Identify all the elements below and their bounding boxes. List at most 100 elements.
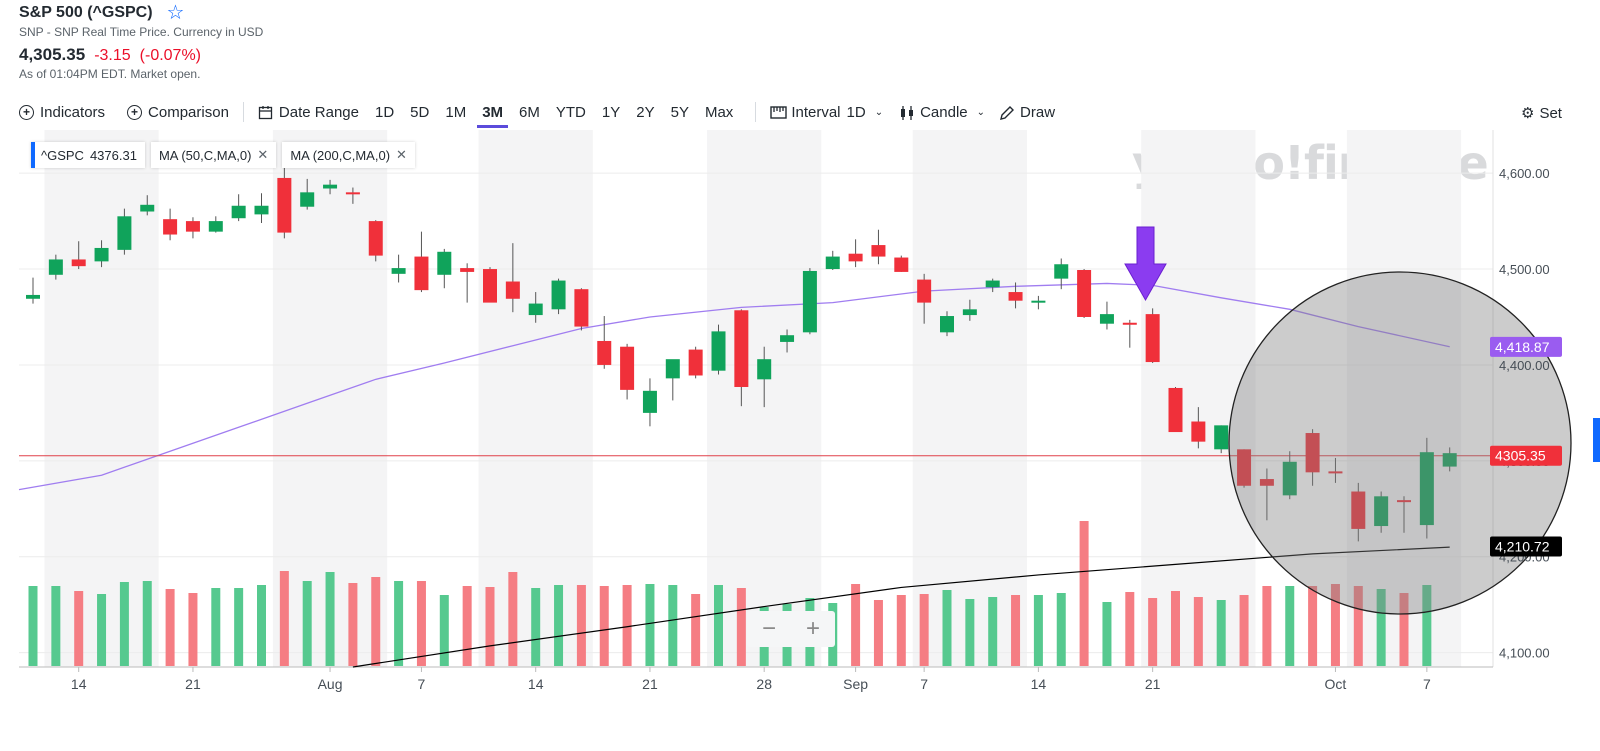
- draw-button[interactable]: Draw: [999, 104, 1055, 121]
- ma50-chip[interactable]: MA (50,C,MA,0) ✕: [150, 142, 277, 168]
- highlight-circle: [1228, 271, 1572, 615]
- candle-body: [597, 340, 612, 365]
- ma200-chip-label: MA (200,C,MA,0): [290, 147, 391, 163]
- range-1d[interactable]: 1D: [374, 103, 395, 121]
- ma200-line: [352, 546, 1450, 668]
- candle-body: [48, 259, 63, 275]
- volume-bar: [1285, 586, 1295, 666]
- candle-body: [871, 245, 886, 257]
- volume-bar: [279, 571, 289, 666]
- interval-label: Interval: [791, 103, 841, 121]
- volume-bar: [211, 588, 221, 666]
- date-range-button[interactable]: Date Range: [258, 104, 359, 121]
- range-5y[interactable]: 5Y: [670, 103, 689, 121]
- volume-bar: [1193, 597, 1203, 666]
- volume-bar: [1171, 591, 1180, 666]
- volume-bar: [965, 599, 975, 666]
- volume-bar: [234, 588, 244, 666]
- indicators-label: Indicators: [40, 103, 106, 121]
- close-icon[interactable]: ✕: [396, 147, 407, 162]
- volume-bar: [691, 594, 701, 666]
- candle-body: [323, 184, 338, 189]
- candle-body: [1191, 421, 1206, 442]
- candle-body: [1168, 387, 1183, 433]
- volume-bar: [119, 582, 129, 666]
- candle-body: [368, 221, 383, 256]
- candle-body: [894, 257, 909, 272]
- y-tick-label: 4,100.00: [1499, 646, 1550, 661]
- candle-body: [1237, 449, 1252, 486]
- scroll-indicator: [1593, 418, 1600, 462]
- settings-button[interactable]: ⚙ Set: [1521, 104, 1562, 123]
- candle-body: [1214, 425, 1229, 450]
- range-1m[interactable]: 1M: [445, 103, 467, 121]
- y-tick-label: 4,500.00: [1499, 262, 1550, 277]
- range-2y[interactable]: 2Y: [636, 103, 655, 121]
- comparison-button[interactable]: + Comparison: [127, 104, 229, 121]
- candle-body: [711, 331, 726, 371]
- interval-button[interactable]: Interval 1D ⌄: [770, 104, 883, 121]
- ma50-badge: 4,418.87: [1495, 339, 1550, 355]
- volume-bar: [508, 572, 518, 666]
- candle-body: [1282, 461, 1297, 496]
- volume-bar: [1079, 521, 1089, 666]
- range-6m[interactable]: 6M: [519, 103, 540, 121]
- volume-bar: [1033, 595, 1043, 666]
- volume-bar: [165, 589, 175, 666]
- volume-bar: [485, 587, 495, 666]
- week-shade: [1346, 130, 1462, 667]
- x-tick-label: Aug: [318, 676, 343, 692]
- quote-title: S&P 500 (^GSPC): [19, 4, 153, 21]
- price-badge: 4305.35: [1495, 448, 1546, 464]
- volume-bar: [74, 591, 84, 666]
- candle-body: [300, 192, 315, 207]
- close-icon[interactable]: ✕: [257, 147, 269, 162]
- indicators-button[interactable]: + Indicators: [19, 104, 105, 121]
- candle-body: [1031, 300, 1046, 303]
- volume-bar: [1308, 586, 1318, 666]
- symbol-chip-value: 4376.31: [89, 147, 137, 163]
- zoom-in-button[interactable]: +: [805, 615, 820, 642]
- x-tick-label: 21: [185, 676, 201, 692]
- candle-body: [391, 268, 406, 274]
- ma200-chip[interactable]: MA (200,C,MA,0) ✕: [282, 142, 415, 168]
- range-max[interactable]: Max: [704, 103, 734, 121]
- x-tick-label: 7: [920, 676, 928, 692]
- quote-header: S&P 500 (^GSPC) ☆ SNP - SNP Real Time Pr…: [19, 2, 263, 81]
- market-status: As of 01:04PM EDT. Market open.: [19, 67, 201, 81]
- candle-label: Candle: [920, 103, 968, 121]
- zoom-out-button[interactable]: −: [761, 615, 776, 642]
- range-3m[interactable]: 3M: [474, 104, 511, 128]
- candle-body: [985, 280, 1000, 288]
- range-1y[interactable]: 1Y: [601, 103, 621, 121]
- chart-toolbar: + Indicators + Comparison Date Range 1D …: [19, 101, 1055, 128]
- volume-bar: [668, 585, 678, 666]
- volume-bar: [348, 583, 358, 666]
- price-change: -3.15: [94, 47, 131, 64]
- gear-icon: ⚙: [1521, 105, 1535, 122]
- range-5d[interactable]: 5D: [410, 103, 430, 121]
- candle-body: [437, 251, 452, 275]
- range-ytd[interactable]: YTD: [555, 103, 586, 121]
- candle-button[interactable]: Candle ⌄: [899, 104, 985, 121]
- candle-body: [26, 294, 40, 299]
- candle-body: [1054, 264, 1069, 279]
- x-tick-label: 21: [1145, 676, 1161, 692]
- legend-chips: ^GSPC 4376.31 MA (50,C,MA,0) ✕ MA (200,C…: [31, 142, 415, 168]
- symbol-chip[interactable]: ^GSPC 4376.31: [31, 142, 145, 168]
- zoom-controls: − +: [747, 611, 835, 647]
- star-icon[interactable]: ☆: [166, 2, 185, 24]
- candle-body: [848, 253, 863, 262]
- candle-body: [1328, 471, 1343, 474]
- volume-bar: [51, 586, 61, 666]
- chevron-down-icon: ⌄: [976, 106, 986, 118]
- candle-body: [665, 359, 680, 379]
- candle-body: [940, 316, 954, 333]
- price-change-percent: (-0.07%): [139, 47, 202, 64]
- candle-body: [574, 289, 589, 327]
- volume-bar: [1262, 586, 1272, 666]
- ma50-line: [18, 282, 1450, 491]
- candle-body: [757, 359, 772, 380]
- candle-body: [620, 346, 635, 390]
